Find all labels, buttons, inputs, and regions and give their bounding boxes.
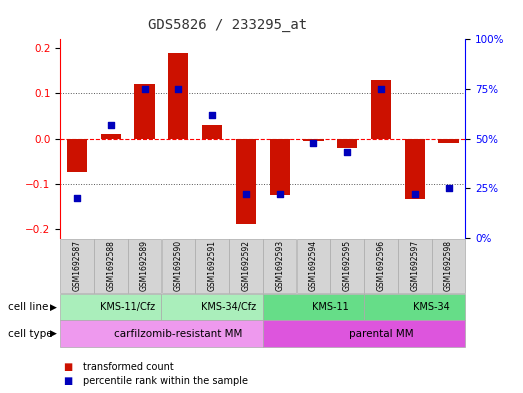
Text: ▶: ▶ [50, 303, 56, 311]
Point [174, 86, 183, 92]
Bar [303, 138, 324, 141]
Text: KMS-11: KMS-11 [312, 302, 349, 312]
Bar [94, 239, 128, 293]
Bar [337, 138, 357, 147]
Point [343, 149, 351, 156]
Bar [162, 294, 263, 320]
Text: GSM1692592: GSM1692592 [242, 240, 251, 291]
Bar [168, 53, 188, 138]
Bar [398, 239, 431, 293]
Text: GSM1692598: GSM1692598 [444, 240, 453, 291]
Point [309, 140, 317, 146]
Text: cell type: cell type [8, 329, 52, 339]
Text: GSM1692593: GSM1692593 [275, 240, 284, 291]
Bar [236, 138, 256, 224]
Bar [162, 239, 195, 293]
Text: GSM1692594: GSM1692594 [309, 240, 318, 291]
Bar [60, 294, 162, 320]
Bar [438, 138, 459, 143]
Point [411, 191, 419, 197]
Text: GSM1692595: GSM1692595 [343, 240, 352, 291]
Text: parental MM: parental MM [349, 329, 413, 339]
Text: GSM1692590: GSM1692590 [174, 240, 183, 291]
Point [140, 86, 149, 92]
Text: GSM1692588: GSM1692588 [106, 240, 115, 291]
Bar [100, 134, 121, 138]
Text: transformed count: transformed count [83, 362, 174, 373]
Bar [263, 239, 297, 293]
Text: KMS-11/Cfz: KMS-11/Cfz [100, 302, 155, 312]
Bar [229, 239, 263, 293]
Bar [202, 125, 222, 138]
Text: ■: ■ [63, 376, 72, 386]
Point [276, 191, 284, 197]
Bar [263, 320, 465, 347]
Text: percentile rank within the sample: percentile rank within the sample [83, 376, 247, 386]
Bar [331, 239, 364, 293]
Text: carfilzomib-resistant MM: carfilzomib-resistant MM [114, 329, 243, 339]
Bar [371, 80, 391, 138]
Text: GSM1692589: GSM1692589 [140, 240, 149, 291]
Text: GSM1692587: GSM1692587 [73, 240, 82, 291]
Point [377, 86, 385, 92]
Bar [364, 294, 465, 320]
Text: cell line: cell line [8, 302, 48, 312]
Point [107, 121, 115, 128]
Point [242, 191, 250, 197]
Bar [297, 239, 330, 293]
Text: ■: ■ [63, 362, 72, 373]
Bar [405, 138, 425, 199]
Bar [128, 239, 162, 293]
Bar [196, 239, 229, 293]
Point [208, 112, 217, 118]
Bar [269, 138, 290, 195]
Bar [364, 239, 398, 293]
Bar [60, 239, 94, 293]
Bar [60, 320, 263, 347]
Text: KMS-34: KMS-34 [413, 302, 450, 312]
Bar [432, 239, 465, 293]
Point [73, 195, 81, 201]
Bar [263, 294, 364, 320]
Text: KMS-34/Cfz: KMS-34/Cfz [201, 302, 257, 312]
Text: GSM1692596: GSM1692596 [377, 240, 385, 291]
Bar [67, 138, 87, 173]
Text: GSM1692591: GSM1692591 [208, 240, 217, 291]
Text: GDS5826 / 233295_at: GDS5826 / 233295_at [148, 18, 307, 32]
Bar [134, 84, 155, 138]
Text: GSM1692597: GSM1692597 [411, 240, 419, 291]
Point [445, 185, 453, 191]
Text: ▶: ▶ [50, 329, 56, 338]
